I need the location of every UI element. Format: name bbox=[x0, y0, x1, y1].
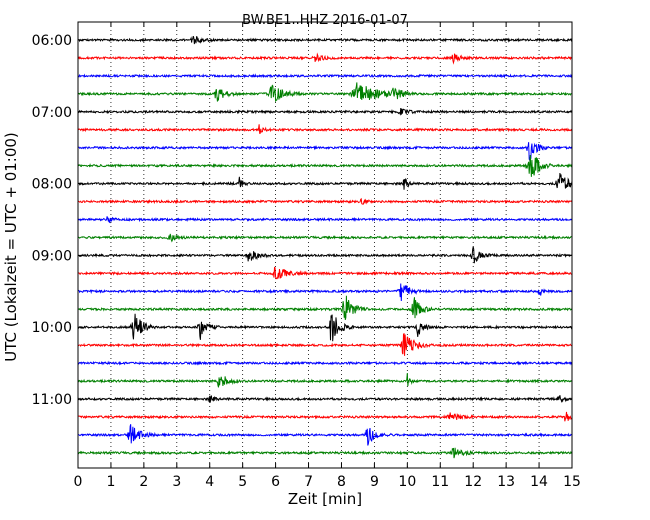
trace-0800 bbox=[77, 172, 573, 190]
trace-0945 bbox=[78, 295, 573, 320]
x-axis-label: Zeit [min] bbox=[288, 490, 362, 508]
y-tick-label: 11:00 bbox=[32, 392, 72, 408]
trace-0915 bbox=[77, 266, 573, 280]
trace-0700 bbox=[77, 107, 573, 116]
trace-0745 bbox=[77, 154, 573, 177]
x-tick-label: 0 bbox=[74, 474, 83, 490]
trace-0845 bbox=[77, 233, 573, 243]
x-tick-label: 2 bbox=[139, 474, 148, 490]
trace-0815 bbox=[77, 197, 573, 205]
trace-0730 bbox=[77, 142, 573, 162]
x-tick-label: 4 bbox=[205, 474, 214, 490]
y-tick-label: 10:00 bbox=[32, 320, 72, 336]
trace-0615 bbox=[77, 52, 573, 65]
x-tick-label: 1 bbox=[106, 474, 115, 490]
trace-0900 bbox=[77, 246, 573, 264]
trace-1045 bbox=[77, 373, 573, 388]
x-tick-label: 11 bbox=[431, 474, 449, 490]
x-tick-label: 14 bbox=[530, 474, 548, 490]
trace-1145 bbox=[77, 447, 573, 459]
trace-0715 bbox=[77, 124, 573, 134]
x-tick-label: 5 bbox=[238, 474, 247, 490]
x-tick-label: 12 bbox=[464, 474, 482, 490]
x-tick-label: 8 bbox=[337, 474, 346, 490]
plot-area bbox=[78, 22, 572, 468]
y-axis: 06:00 07:00 08:00 09:00 10:00 11:00 bbox=[32, 33, 572, 408]
x-tick-label: 10 bbox=[398, 474, 416, 490]
trace-1100 bbox=[77, 395, 573, 404]
y-tick-label: 06:00 bbox=[32, 33, 72, 49]
x-tick-label: 3 bbox=[172, 474, 181, 490]
y-tick-label: 07:00 bbox=[32, 105, 72, 121]
trace-1130 bbox=[77, 424, 573, 446]
trace-lines bbox=[77, 35, 573, 459]
y-tick-label: 09:00 bbox=[32, 248, 72, 264]
trace-1015 bbox=[77, 333, 573, 356]
plot-frame bbox=[77, 21, 573, 469]
x-tick-label: 7 bbox=[304, 474, 313, 490]
y-axis-label: UTC (Lokalzeit = UTC + 01:00) bbox=[2, 132, 20, 362]
x-tick-label: 6 bbox=[271, 474, 280, 490]
chart-title: BW.BE1..HHZ 2016-01-07 bbox=[242, 13, 408, 28]
trace-0930 bbox=[77, 283, 573, 301]
trace-0600 bbox=[77, 35, 573, 45]
trace-0645 bbox=[77, 82, 573, 103]
trace-1030 bbox=[77, 360, 573, 366]
trace-1115 bbox=[77, 411, 573, 422]
x-axis: 0 1 2 3 4 5 6 7 8 9 10 11 12 13 14 15 bbox=[74, 22, 581, 490]
x-tick-label: 13 bbox=[497, 474, 515, 490]
trace-0630 bbox=[77, 73, 573, 79]
trace-1000 bbox=[77, 313, 573, 342]
x-tick-label: 15 bbox=[563, 474, 581, 490]
y-tick-label: 08:00 bbox=[32, 177, 72, 193]
trace-0830 bbox=[77, 216, 573, 224]
x-tick-label: 9 bbox=[370, 474, 379, 490]
